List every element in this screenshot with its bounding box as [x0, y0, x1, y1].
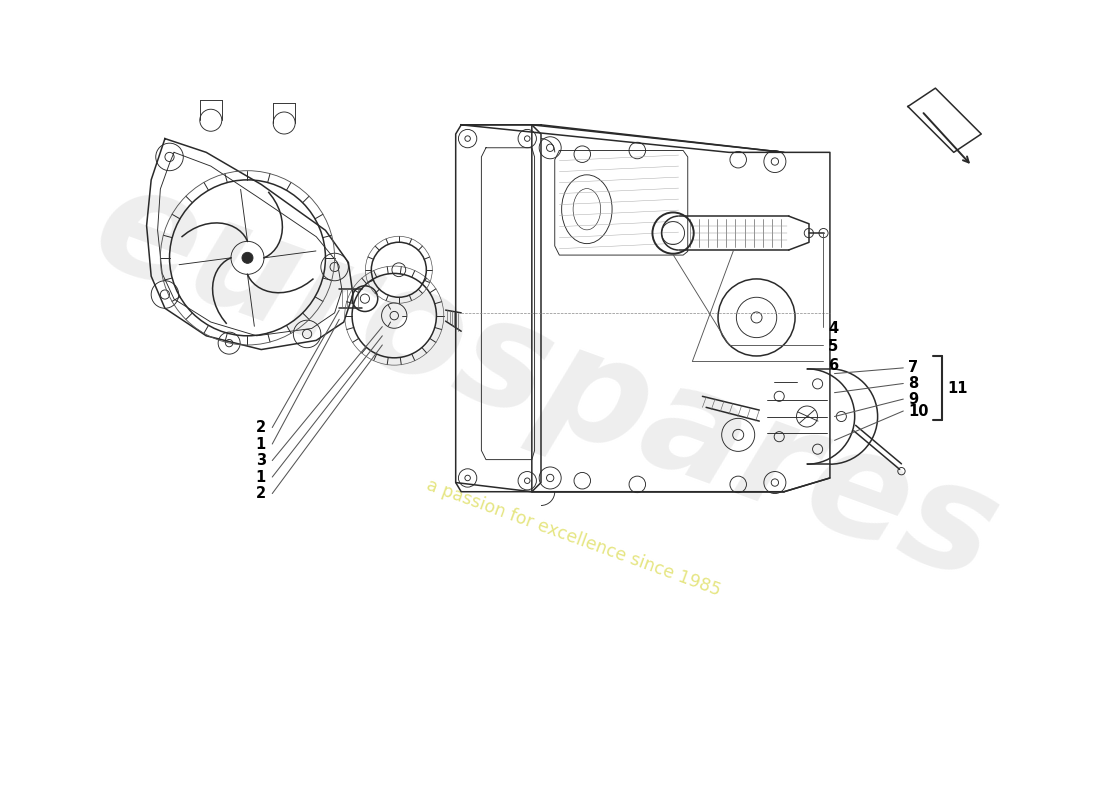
Text: 3: 3: [255, 453, 266, 468]
Circle shape: [242, 252, 253, 263]
Text: 11: 11: [947, 382, 968, 397]
Text: 7: 7: [908, 360, 918, 375]
Text: 5: 5: [828, 339, 838, 354]
Text: 2: 2: [255, 486, 266, 501]
Text: 4: 4: [828, 321, 838, 336]
Text: eurospares: eurospares: [75, 151, 1016, 612]
Text: 6: 6: [828, 358, 838, 373]
Text: 10: 10: [908, 403, 928, 418]
Text: 1: 1: [255, 470, 266, 485]
Text: 8: 8: [908, 376, 918, 391]
Text: a passion for excellence since 1985: a passion for excellence since 1985: [424, 476, 723, 599]
Text: 1: 1: [255, 437, 266, 451]
Text: 9: 9: [908, 391, 918, 406]
Text: 2: 2: [255, 420, 266, 435]
